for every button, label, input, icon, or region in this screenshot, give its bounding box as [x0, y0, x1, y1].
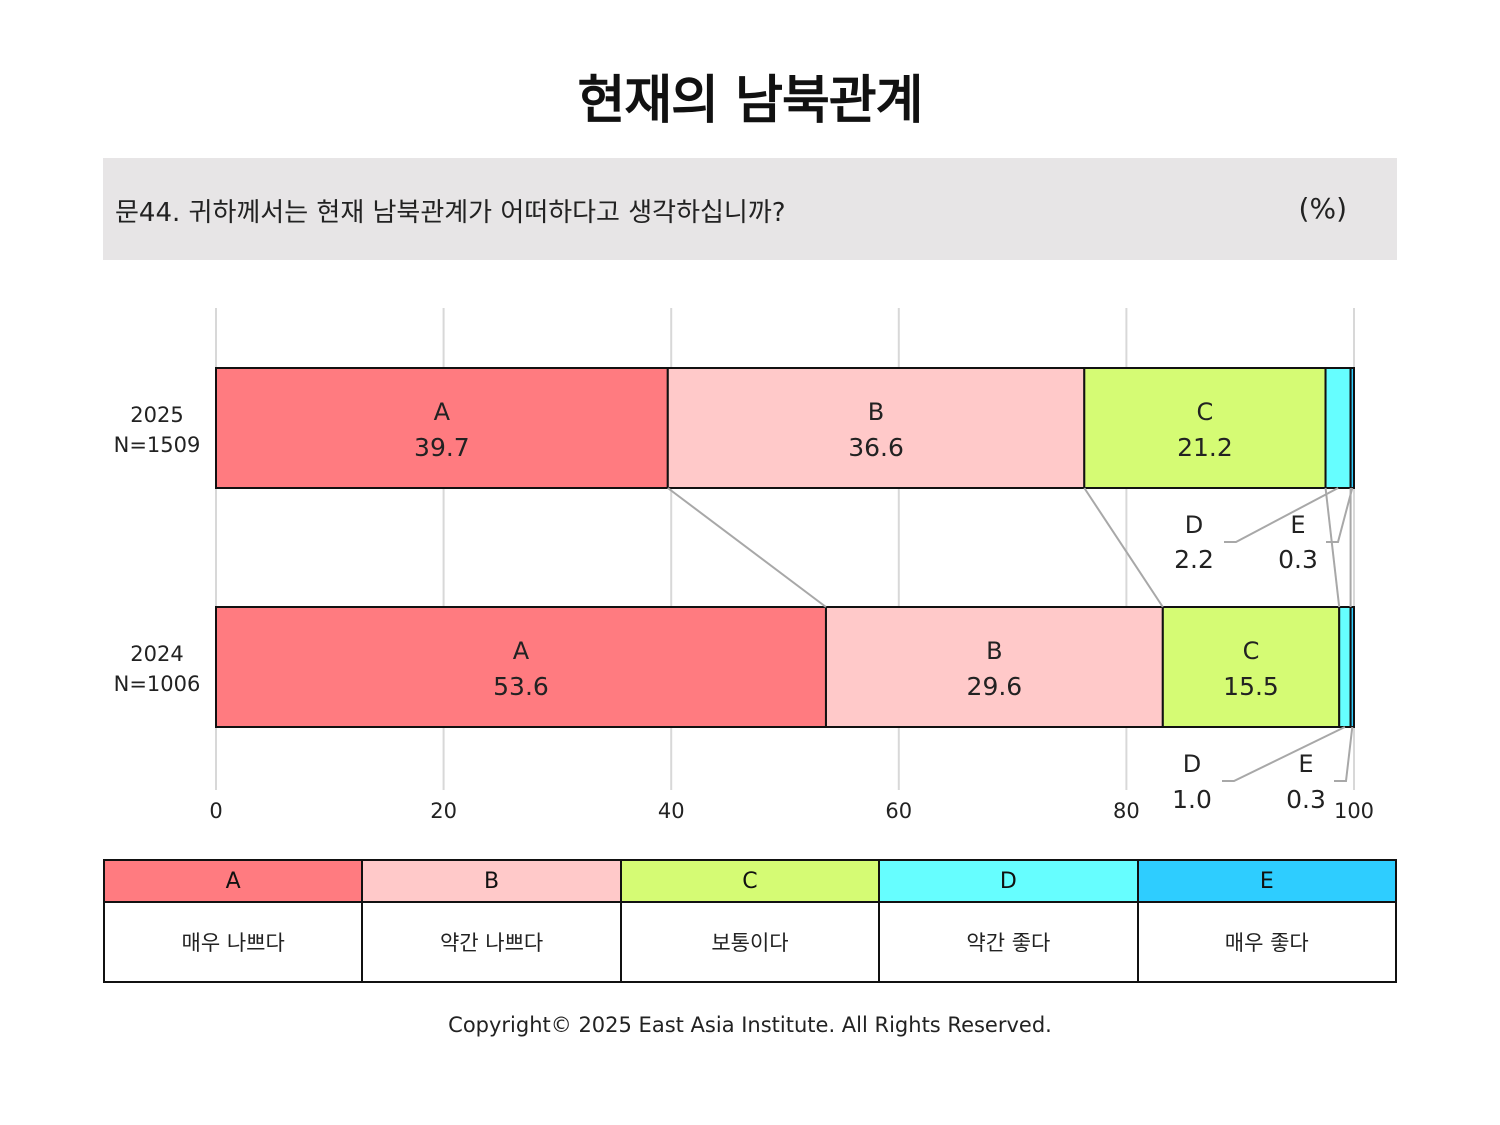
x-tick-label: 60	[885, 799, 912, 823]
leader-line	[1222, 726, 1346, 782]
question-banner: 문44. 귀하께서는 현재 남북관계가 어떠하다고 생각하십니까? (%)	[103, 158, 1397, 260]
data-label: 39.7	[414, 433, 470, 462]
segment-category-label: A	[513, 637, 530, 665]
connector-line	[667, 487, 827, 608]
data-label: 53.6	[493, 672, 549, 701]
copyright-notice: Copyright© 2025 East Asia Institute. All…	[448, 1013, 1052, 1037]
chart-title: 현재의 남북관계	[577, 71, 924, 131]
unit-label: (%)	[1298, 192, 1347, 225]
connector-line	[1324, 487, 1341, 608]
bar-segment-d	[1324, 367, 1352, 489]
outside-data-label: 0.3	[1286, 785, 1326, 814]
legend-code-b: B	[361, 859, 622, 903]
bar-segment-e	[1349, 606, 1356, 728]
legend-table: A B C D E 매우 나쁘다 약간 나쁘다 보통이다 약간 좋다 매우 좋다	[102, 859, 1398, 983]
legend-code-c: C	[619, 859, 881, 903]
row-label-n: N=1509	[114, 433, 201, 457]
bar-segment-c	[1161, 606, 1341, 728]
bar-segment-c	[1083, 367, 1327, 489]
bar-segment-d	[1338, 606, 1352, 728]
row-label-year: 2025	[130, 403, 183, 427]
row-label-year: 2024	[130, 642, 183, 666]
bar-segment-b	[666, 367, 1086, 489]
outside-category-label: D	[1183, 750, 1201, 778]
outside-category-label: E	[1298, 750, 1313, 778]
outside-category-label: D	[1185, 511, 1203, 539]
x-tick-label: 20	[430, 799, 457, 823]
leader-line	[1334, 726, 1354, 782]
outside-category-label: E	[1290, 511, 1305, 539]
bar-segment-b	[824, 606, 1164, 728]
data-label: 15.5	[1223, 672, 1279, 701]
bar-segment-a	[215, 606, 827, 728]
outside-data-label: 2.2	[1174, 545, 1214, 574]
segment-category-label: B	[868, 398, 884, 426]
outside-data-label: 0.3	[1278, 545, 1318, 574]
leader-line	[1224, 487, 1339, 543]
legend-code-d: D	[878, 859, 1139, 903]
x-tick-label: 0	[209, 799, 222, 823]
bar-segment-e	[1349, 367, 1356, 489]
leader-line	[1326, 487, 1354, 543]
x-tick-label: 40	[658, 799, 685, 823]
outside-data-label: 1.0	[1172, 785, 1212, 814]
segment-category-label: B	[986, 637, 1002, 665]
data-label: 36.6	[848, 433, 904, 462]
legend-code-e: E	[1136, 859, 1398, 903]
segment-category-label: A	[434, 398, 451, 426]
connector-line	[1083, 487, 1164, 608]
stacked-bar-chart: 0 20 40 60 80 100 A 39.7 B 36.6 C 21.2 2025 N=1509 A 53…	[114, 308, 1374, 823]
x-tick-label: 80	[1113, 799, 1140, 823]
legend-label-d: 약간 좋다	[878, 901, 1139, 983]
segment-category-label: C	[1197, 398, 1214, 426]
legend-label-b: 약간 나쁘다	[361, 901, 622, 983]
bar-segment-a	[215, 367, 669, 489]
legend-label-a: 매우 나쁘다	[102, 901, 364, 983]
legend-code-a: A	[102, 859, 364, 903]
x-tick-label: 100	[1334, 799, 1374, 823]
question-text: 문44. 귀하께서는 현재 남북관계가 어떠하다고 생각하십니까?	[115, 198, 786, 228]
data-label: 29.6	[967, 672, 1023, 701]
legend-label-e: 매우 좋다	[1136, 901, 1398, 983]
row-label-n: N=1006	[114, 672, 201, 696]
data-label: 21.2	[1177, 433, 1233, 462]
legend-label-c: 보통이다	[619, 901, 881, 983]
segment-category-label: C	[1243, 637, 1260, 665]
